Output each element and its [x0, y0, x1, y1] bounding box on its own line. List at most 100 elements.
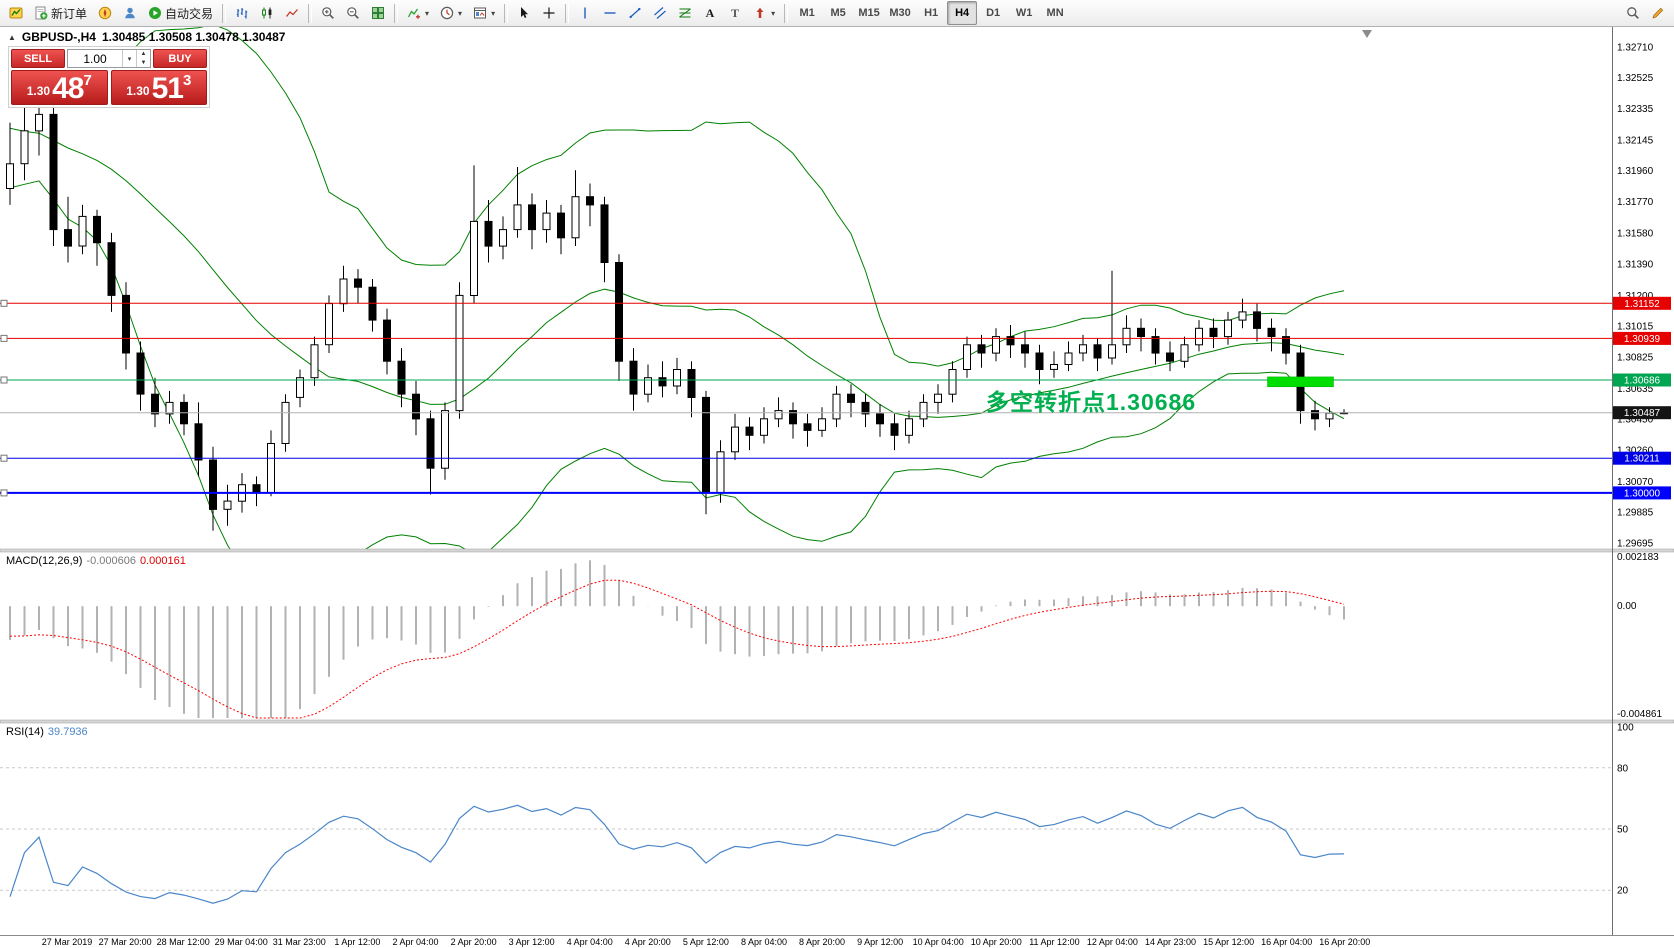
bar-chart-button[interactable] [230, 1, 254, 25]
price-level-badge: 1.30939 [1613, 331, 1671, 345]
pane-divider[interactable] [0, 719, 1674, 724]
rsi-line [9, 804, 1345, 904]
timeframe-h1[interactable]: H1 [924, 7, 939, 19]
level-anchor [0, 376, 8, 384]
autotrade-button[interactable]: 自动交易 [143, 1, 218, 25]
macd-name: MACD(12,26,9) [6, 555, 83, 567]
arrows-button[interactable]: ▾ [748, 1, 780, 25]
highlight-rectangle[interactable] [1267, 376, 1334, 388]
fibonacci-button[interactable] [673, 1, 697, 25]
pencil-icon [1652, 7, 1664, 19]
price-level-badge: 1.30686 [1613, 373, 1671, 387]
caret-down-icon: ▾ [458, 8, 463, 18]
volume-dropdown[interactable]: ▾ [122, 50, 136, 67]
profile-button[interactable] [118, 1, 142, 25]
bollinger-band-middle [9, 127, 1345, 418]
time-axis-label: 15 Apr 12:00 [1203, 937, 1254, 947]
toolbar-separator [504, 3, 509, 23]
periods-button[interactable]: ▾ [435, 1, 467, 25]
line-chart-button[interactable] [280, 1, 304, 25]
search-button[interactable] [1621, 1, 1645, 25]
time-axis-label: 27 Mar 20:00 [99, 937, 152, 947]
one-click-trading-panel: SELL ▾ ▲▼ BUY 1.30 48 7 1.30 51 3 [8, 46, 210, 108]
buy-button[interactable]: BUY [153, 49, 207, 68]
indicators-button[interactable]: ▾ [402, 1, 434, 25]
indicators-icon [407, 8, 421, 19]
edit-button[interactable] [1646, 1, 1670, 25]
chart-ohlc-header: ▲ GBPUSD-,H4 1.30485 1.30508 1.30478 1.3… [8, 30, 285, 44]
timeframe-h4[interactable]: H4 [947, 1, 978, 25]
candles-series [6, 89, 1348, 531]
time-axis-label: 16 Apr 20:00 [1319, 937, 1370, 947]
timeframe-m1[interactable]: M1 [799, 7, 815, 19]
tile-windows-icon [372, 7, 385, 19]
time-axis-label: 8 Apr 04:00 [741, 937, 787, 947]
zoom-in-button[interactable] [316, 1, 340, 25]
fibonacci-icon [679, 8, 691, 18]
timeframe-m15[interactable]: M15 [858, 7, 880, 19]
vertical-line-button[interactable] [573, 1, 597, 25]
zoom-out-button[interactable] [341, 1, 365, 25]
macd-axis-label: -0.004861 [1617, 709, 1662, 720]
timeframe-d1[interactable]: D1 [986, 7, 1001, 19]
time-axis-label: 9 Apr 12:00 [857, 937, 903, 947]
volume-spinner[interactable]: ▲ ▼ [136, 50, 150, 67]
toolbar-left-group: 新订单 自动交易 ▾ ▾ ▾ A T ▾ M1 M5 M15 M30 H1 H4 D1 W1 MN [4, 1, 1070, 25]
volume-box: ▾ ▲▼ [67, 49, 151, 68]
symbol-period-label: GBPUSD-,H4 [21, 30, 96, 44]
price-axis-label: 1.31770 [1617, 197, 1654, 208]
volume-input[interactable] [68, 50, 122, 67]
timeframe-m5[interactable]: M5 [830, 7, 846, 19]
channel-button[interactable] [648, 1, 672, 25]
time-axis-label: 16 Apr 04:00 [1261, 937, 1312, 947]
timeframe-m30[interactable]: M30 [889, 7, 911, 19]
templates-button[interactable]: ▾ [468, 1, 500, 25]
pane-divider[interactable] [0, 548, 1674, 553]
price-pane[interactable] [0, 25, 1612, 600]
timeframe-mn[interactable]: MN [1046, 7, 1064, 19]
rsi-axis-label: 80 [1617, 763, 1629, 774]
toolbar-separator [308, 3, 313, 23]
chart-annotation-text[interactable]: 多空转折点1.30686 [986, 389, 1197, 415]
buy-price-prefix: 1.30 [126, 84, 150, 98]
rsi-value: 39.7936 [47, 726, 88, 738]
macd-signal-line [9, 579, 1345, 719]
price-axis-label: 1.32335 [1617, 104, 1654, 115]
caret-down-icon: ▾ [127, 55, 132, 63]
svg-text:1.30487: 1.30487 [1624, 408, 1661, 419]
svg-text:1.30211: 1.30211 [1624, 454, 1660, 465]
sell-price-button[interactable]: 1.30 48 7 [11, 70, 108, 105]
price-axis-label: 1.31200 [1617, 291, 1654, 302]
timeframe-w1[interactable]: W1 [1015, 7, 1033, 19]
time-axis[interactable]: 27 Mar 2019 27 Mar 20:00 28 Mar 12:00 29 Ma… [42, 937, 1371, 947]
rsi-axis-label: 20 [1617, 886, 1629, 897]
crosshair-button[interactable] [537, 1, 561, 25]
search-icon [1627, 7, 1639, 19]
time-axis-label: 1 Apr 12:00 [334, 937, 380, 947]
tile-windows-button[interactable] [366, 1, 390, 25]
toolbar-separator [565, 3, 570, 23]
terminal-button[interactable] [4, 1, 28, 25]
oneclick-toggle[interactable]: ▲ [8, 32, 16, 42]
macd-axis-label: 0.002183 [1617, 552, 1659, 563]
candle-chart-button[interactable] [255, 1, 279, 25]
buy-price-button[interactable]: 1.30 51 3 [110, 70, 207, 105]
price-axis[interactable]: 1.32710 1.32525 1.32335 1.32145 1.31960 1.317… [1617, 42, 1662, 896]
macd-label-row: MACD(12,26,9) -0.000606 0.000161 [6, 555, 190, 567]
caret-down-icon: ▾ [771, 8, 776, 18]
sell-button[interactable]: SELL [11, 49, 65, 68]
time-axis-label: 27 Mar 2019 [42, 937, 93, 947]
navigator-icon [98, 6, 112, 20]
new-order-button[interactable]: 新订单 [29, 1, 92, 25]
bollinger-band-lower [9, 180, 1345, 550]
trendline-button[interactable] [623, 1, 647, 25]
label-icon: T [731, 6, 739, 20]
cursor-button[interactable] [512, 1, 536, 25]
time-axis-label: 5 Apr 12:00 [683, 937, 729, 947]
navigator-button[interactable] [93, 1, 117, 25]
horizontal-line-button[interactable] [598, 1, 622, 25]
label-button[interactable]: T [723, 1, 747, 25]
rsi-label-row: RSI(14) 39.7936 [6, 726, 92, 738]
text-button[interactable]: A [698, 1, 722, 25]
